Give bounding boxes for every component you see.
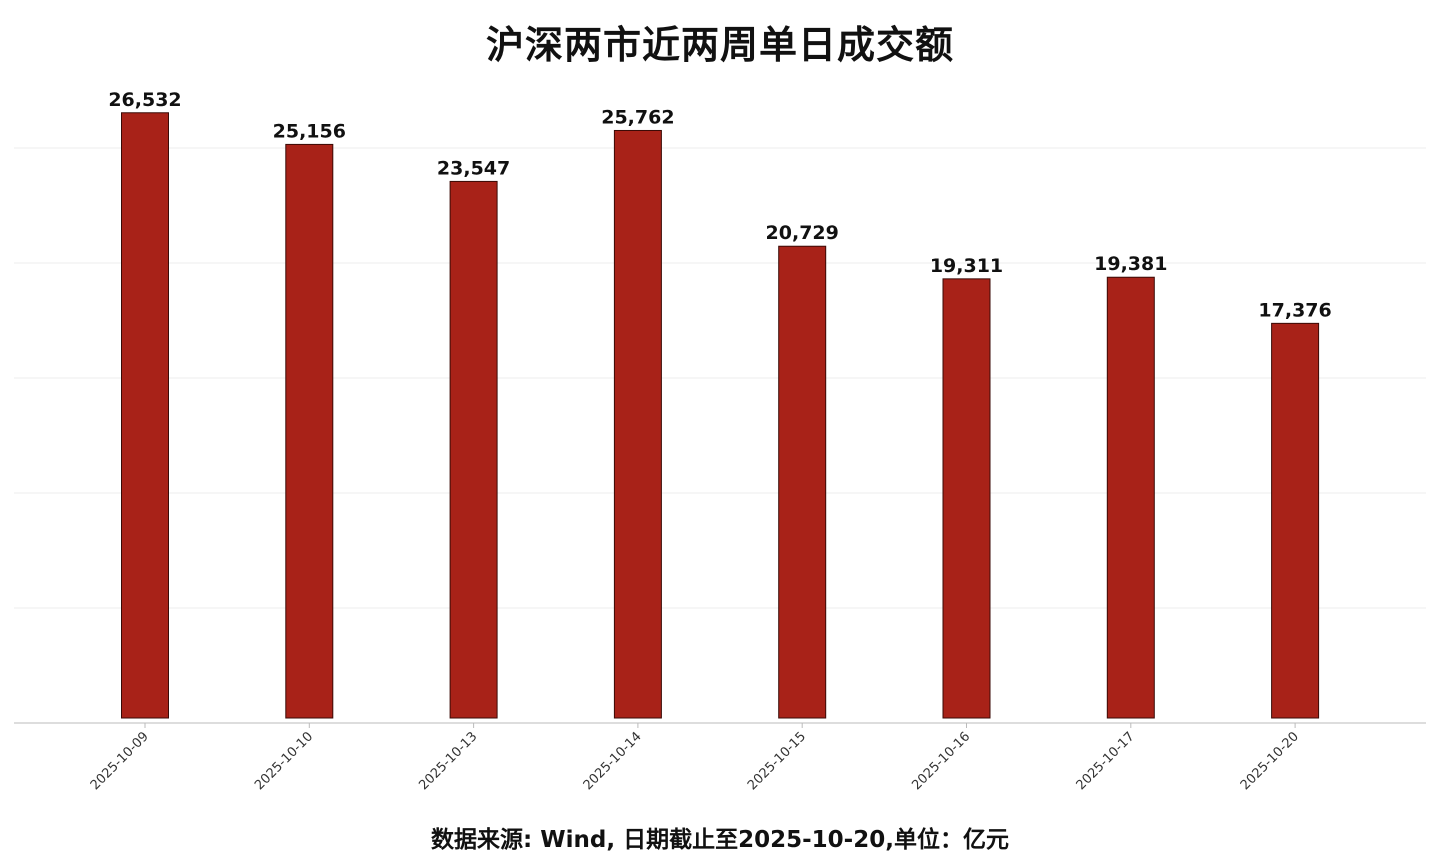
x-tick-label: 2025-10-20 (1238, 729, 1302, 793)
bar-series (121, 112, 1320, 719)
x-tick-label: 2025-10-17 (1074, 729, 1138, 793)
bar-value-label: 25,762 (601, 106, 674, 128)
bar-value-label: 20,729 (766, 222, 839, 244)
chart-title: 沪深两市近两周单日成交额 (485, 23, 954, 67)
bar-2025-10-15 (778, 245, 827, 719)
bar-2025-10-13 (449, 180, 498, 719)
bar-2025-10-17 (1106, 276, 1155, 719)
bar-value-label: 17,376 (1258, 299, 1331, 321)
bar-value-label: 25,156 (273, 120, 346, 142)
bar-2025-10-20 (1271, 322, 1320, 719)
x-tick-label: 2025-10-09 (88, 729, 152, 793)
x-tick-label: 2025-10-10 (252, 729, 316, 793)
gridlines (14, 147, 1426, 609)
bar-2025-10-16 (942, 278, 991, 719)
x-tick-label: 2025-10-13 (416, 729, 480, 793)
x-axis-ticks: 2025-10-09 2025-10-10 2025-10-13 2025-10-14… (88, 723, 1302, 793)
bar-value-label: 26,532 (108, 89, 181, 111)
x-tick-label: 2025-10-14 (581, 729, 645, 793)
bar-value-label: 19,311 (930, 255, 1003, 277)
bar-2025-10-09 (121, 112, 169, 719)
data-labels: 26,532 25,156 23,547 25,762 20,729 19,311 19,3… (108, 89, 1331, 322)
bar-value-label: 19,381 (1094, 253, 1167, 275)
x-tick-label: 2025-10-15 (745, 729, 809, 793)
x-tick-label: 2025-10-16 (909, 729, 973, 793)
source-note: 数据来源: Wind, 日期截止至2025-10-20,单位：亿元 (431, 827, 1009, 853)
bar-2025-10-10 (285, 143, 334, 719)
bar-2025-10-14 (613, 129, 662, 719)
bar-value-label: 23,547 (437, 157, 510, 179)
